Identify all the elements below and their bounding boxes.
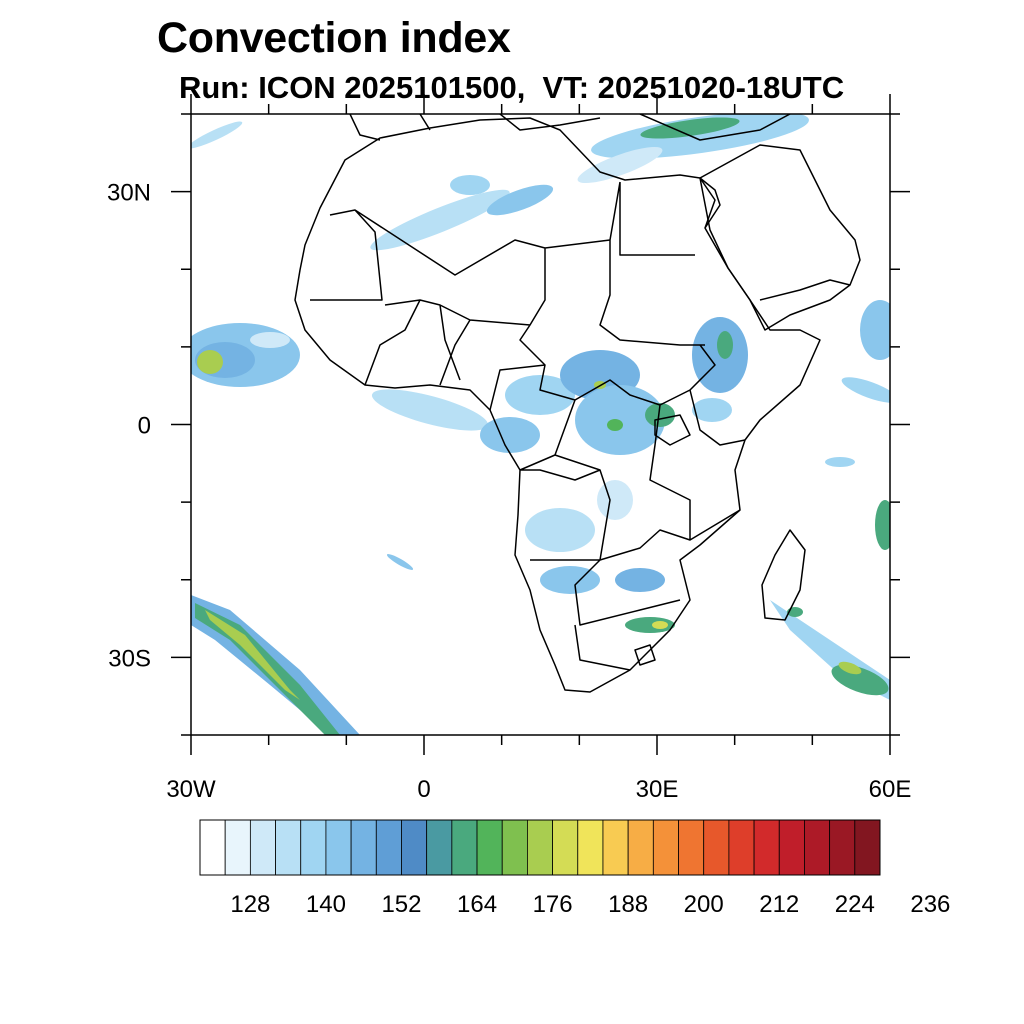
field-cell — [577, 146, 663, 184]
colorbar-swatch — [829, 819, 856, 876]
colorbar-swatch — [778, 819, 805, 876]
field-cell — [640, 117, 740, 139]
colorbar-swatch — [753, 819, 780, 876]
field-cell — [652, 621, 668, 629]
field-cell — [250, 332, 290, 348]
field-cell — [486, 184, 554, 216]
colorbar-swatch — [325, 819, 352, 876]
colorbar-swatch — [426, 819, 453, 876]
lat-label: 30N — [107, 180, 151, 207]
lat-label: 30S — [108, 645, 151, 672]
colorbar-outline — [199, 819, 881, 876]
field-cell — [591, 114, 809, 159]
colorbar-label: 128 — [230, 891, 270, 918]
colorbar: 128 140 152 164 176 188 200 212 224 236 — [199, 819, 950, 918]
colorbar-swatch — [627, 819, 654, 876]
colorbar-label: 164 — [457, 891, 497, 918]
colorbar-swatch — [199, 819, 226, 876]
colorbar-label: 152 — [381, 891, 421, 918]
chart-title: Convection index — [157, 14, 511, 62]
field-cell — [191, 121, 243, 149]
field-cell — [450, 175, 490, 195]
field-cell — [825, 457, 855, 467]
africa-coastline — [294, 117, 821, 693]
arabia-coastline — [699, 144, 861, 331]
lesotho-border — [634, 644, 656, 666]
field-cell — [841, 377, 890, 403]
field-cell — [480, 417, 540, 453]
colorbar-swatch — [703, 819, 730, 876]
colorbar-swatch — [224, 819, 251, 876]
colorbar-swatch — [678, 819, 705, 876]
colorbar-swatch — [249, 819, 276, 876]
field-cell — [371, 389, 489, 431]
colorbar-swatch — [602, 819, 629, 876]
colorbar-label: 200 — [684, 891, 724, 918]
field-cell — [875, 500, 890, 550]
lon-label: 30E — [636, 776, 679, 803]
lat-label: 0 — [138, 413, 151, 440]
colorbar-swatch — [275, 819, 302, 876]
colorbar-label: 176 — [533, 891, 573, 918]
coastlines-borders — [294, 114, 861, 693]
field-cell — [860, 300, 890, 360]
colorbar-swatch — [401, 819, 428, 876]
colorbar-swatch — [854, 819, 881, 876]
field-cell — [197, 350, 223, 374]
field-cell — [607, 419, 623, 431]
field-cell — [575, 385, 665, 455]
colorbar-swatch — [652, 819, 679, 876]
lon-label: 60E — [869, 776, 912, 803]
field-cell — [615, 568, 665, 592]
field-cell — [386, 554, 414, 570]
colorbar-swatch — [300, 819, 327, 876]
colorbar-swatch — [375, 819, 402, 876]
chart-subtitle: Run: ICON 2025101500, VT: 20251020-18UTC — [179, 70, 845, 105]
colorbar-swatch — [728, 819, 755, 876]
colorbar-swatch — [552, 819, 579, 876]
field-cell — [831, 664, 889, 696]
colorbar-swatch — [476, 819, 503, 876]
europe-coastline — [349, 114, 791, 141]
country-borders — [310, 177, 851, 671]
madagascar-coastline — [761, 529, 806, 621]
field-cell — [525, 508, 595, 552]
lon-label: 0 — [417, 776, 430, 803]
colorbar-swatch — [451, 819, 478, 876]
field-cell — [597, 480, 633, 520]
lake-victoria — [654, 414, 691, 446]
field-cell — [540, 566, 600, 594]
map-axes: 30N 0 30S 30W 0 30E 60E — [107, 94, 911, 803]
colorbar-label: 212 — [759, 891, 799, 918]
colorbar-swatch — [350, 819, 377, 876]
field-cell — [692, 398, 732, 422]
colorbar-label: 236 — [910, 891, 950, 918]
field-cell — [717, 331, 733, 359]
colorbar-swatch — [527, 819, 553, 876]
colorbar-swatch — [501, 819, 528, 876]
field-cell — [838, 661, 862, 675]
colorbar-label: 140 — [306, 891, 346, 918]
field-cell — [645, 403, 675, 427]
field-cell — [625, 617, 675, 633]
lon-label: 30W — [166, 776, 216, 803]
convection-field — [191, 114, 890, 735]
field-cell — [505, 375, 575, 415]
colorbar-swatch — [577, 819, 604, 876]
field-cell — [370, 189, 510, 251]
colorbar-label: 224 — [835, 891, 875, 918]
colorbar-swatch — [804, 819, 831, 876]
field-cell — [205, 610, 300, 700]
colorbar-label: 188 — [608, 891, 648, 918]
map-frame — [190, 113, 891, 736]
